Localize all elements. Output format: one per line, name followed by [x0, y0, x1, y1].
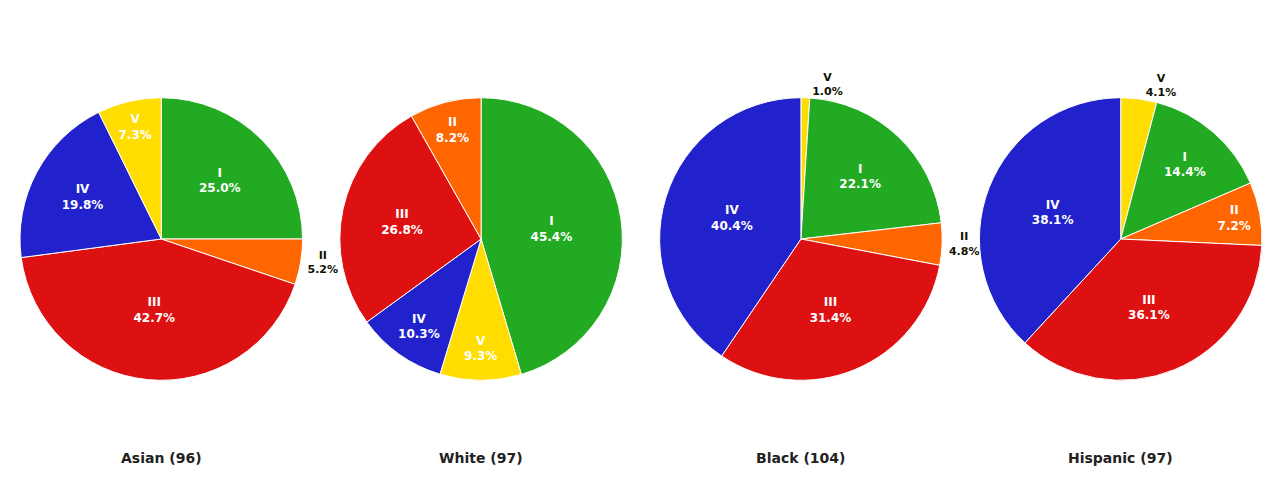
svg-text:II8.2%: II8.2%	[436, 115, 469, 145]
svg-text:III31.4%: III31.4%	[810, 295, 852, 325]
svg-text:I22.1%: I22.1%	[839, 162, 881, 192]
svg-text:I45.4%: I45.4%	[531, 214, 573, 244]
svg-text:V1.0%: V1.0%	[812, 71, 843, 98]
svg-text:IV10.3%: IV10.3%	[398, 312, 440, 342]
svg-text:III36.1%: III36.1%	[1128, 293, 1170, 323]
svg-text:V9.3%: V9.3%	[464, 334, 497, 364]
svg-text:I14.4%: I14.4%	[1164, 150, 1206, 180]
svg-text:IV38.1%: IV38.1%	[1032, 198, 1074, 228]
svg-text:V4.1%: V4.1%	[1146, 72, 1177, 99]
svg-text:White (97): White (97)	[439, 450, 523, 466]
svg-text:II5.2%: II5.2%	[307, 249, 338, 276]
svg-text:II7.2%: II7.2%	[1218, 203, 1251, 233]
svg-text:III26.8%: III26.8%	[381, 207, 423, 237]
svg-text:Hispanic (97): Hispanic (97)	[1068, 450, 1173, 466]
svg-text:Asian (96): Asian (96)	[121, 450, 202, 466]
svg-text:I25.0%: I25.0%	[199, 166, 241, 196]
svg-text:II4.8%: II4.8%	[949, 230, 980, 257]
svg-text:IV40.4%: IV40.4%	[711, 203, 753, 233]
svg-text:III42.7%: III42.7%	[133, 295, 175, 325]
svg-text:Black (104): Black (104)	[756, 450, 845, 466]
svg-text:IV19.8%: IV19.8%	[62, 182, 104, 212]
svg-text:V7.3%: V7.3%	[118, 112, 151, 142]
